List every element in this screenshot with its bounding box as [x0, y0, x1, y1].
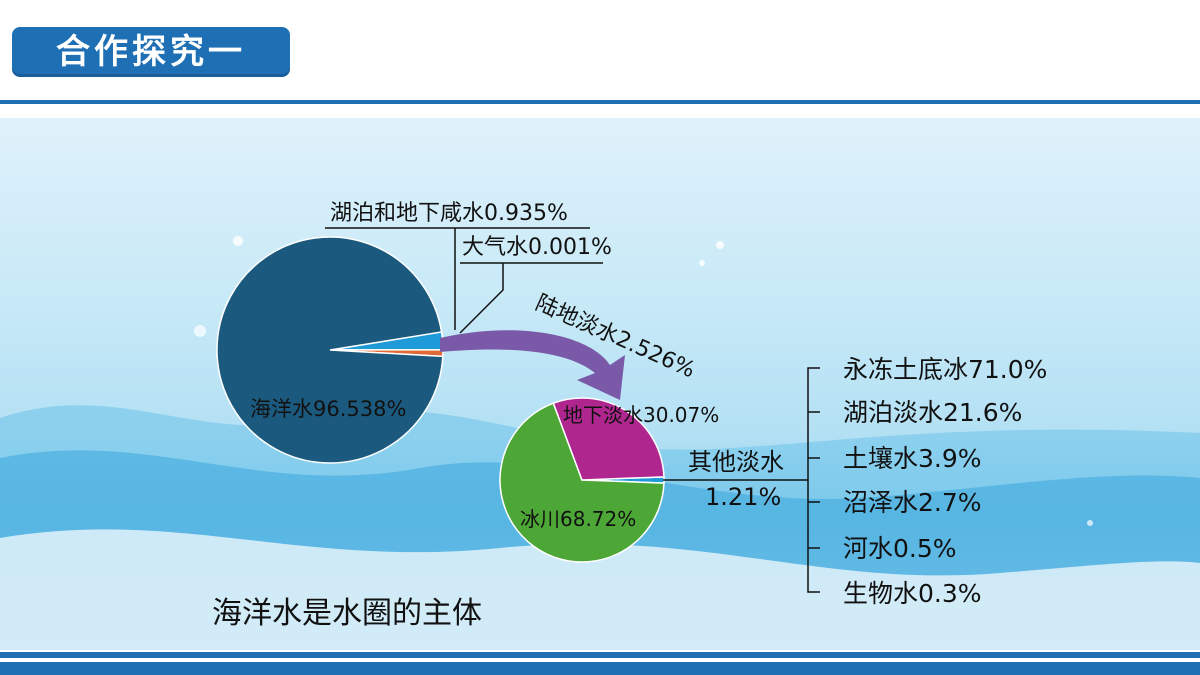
footer-divider-thin [0, 652, 1200, 658]
header-divider [0, 100, 1200, 104]
caption-ocean-main: 海洋水是水圈的主体 [212, 596, 482, 631]
section-title-banner: 合作探究一 [12, 27, 290, 77]
page-title: 合作探究一 [56, 32, 246, 72]
label-saline: 湖泊和地下咸水0.935% [330, 201, 568, 226]
breakdown-bracket [807, 367, 820, 593]
breakdown-item: 永冻土底冰71.0% [843, 355, 1047, 384]
label-atmosphere: 大气水0.001% [462, 235, 612, 260]
breakdown-item: 土壤水3.9% [843, 444, 982, 473]
slice-ocean [216, 236, 444, 464]
freshwater-expand-arrow [440, 330, 625, 400]
breakdown-item: 湖泊淡水21.6% [843, 398, 1022, 427]
leader-line-atmosphere-drop [459, 263, 504, 334]
slice-glacier [499, 402, 665, 563]
label-other-freshwater: 其他淡水 [688, 448, 784, 476]
breakdown-item: 河水0.5% [843, 534, 957, 563]
label-groundwater: 地下淡水30.07% [563, 403, 719, 427]
freshwater-pie [499, 397, 665, 563]
label-other-freshwater-value: 1.21% [705, 483, 781, 511]
label-glacier: 冰川68.72% [520, 507, 636, 531]
breakdown-item: 沼泽水2.7% [843, 488, 982, 517]
breakdown-item: 生物水0.3% [843, 579, 982, 608]
slice-groundwater [552, 397, 665, 481]
footer-divider-thick [0, 662, 1200, 675]
label-ocean: 海洋水96.538% [250, 397, 406, 421]
earth-water-pie [216, 236, 444, 464]
